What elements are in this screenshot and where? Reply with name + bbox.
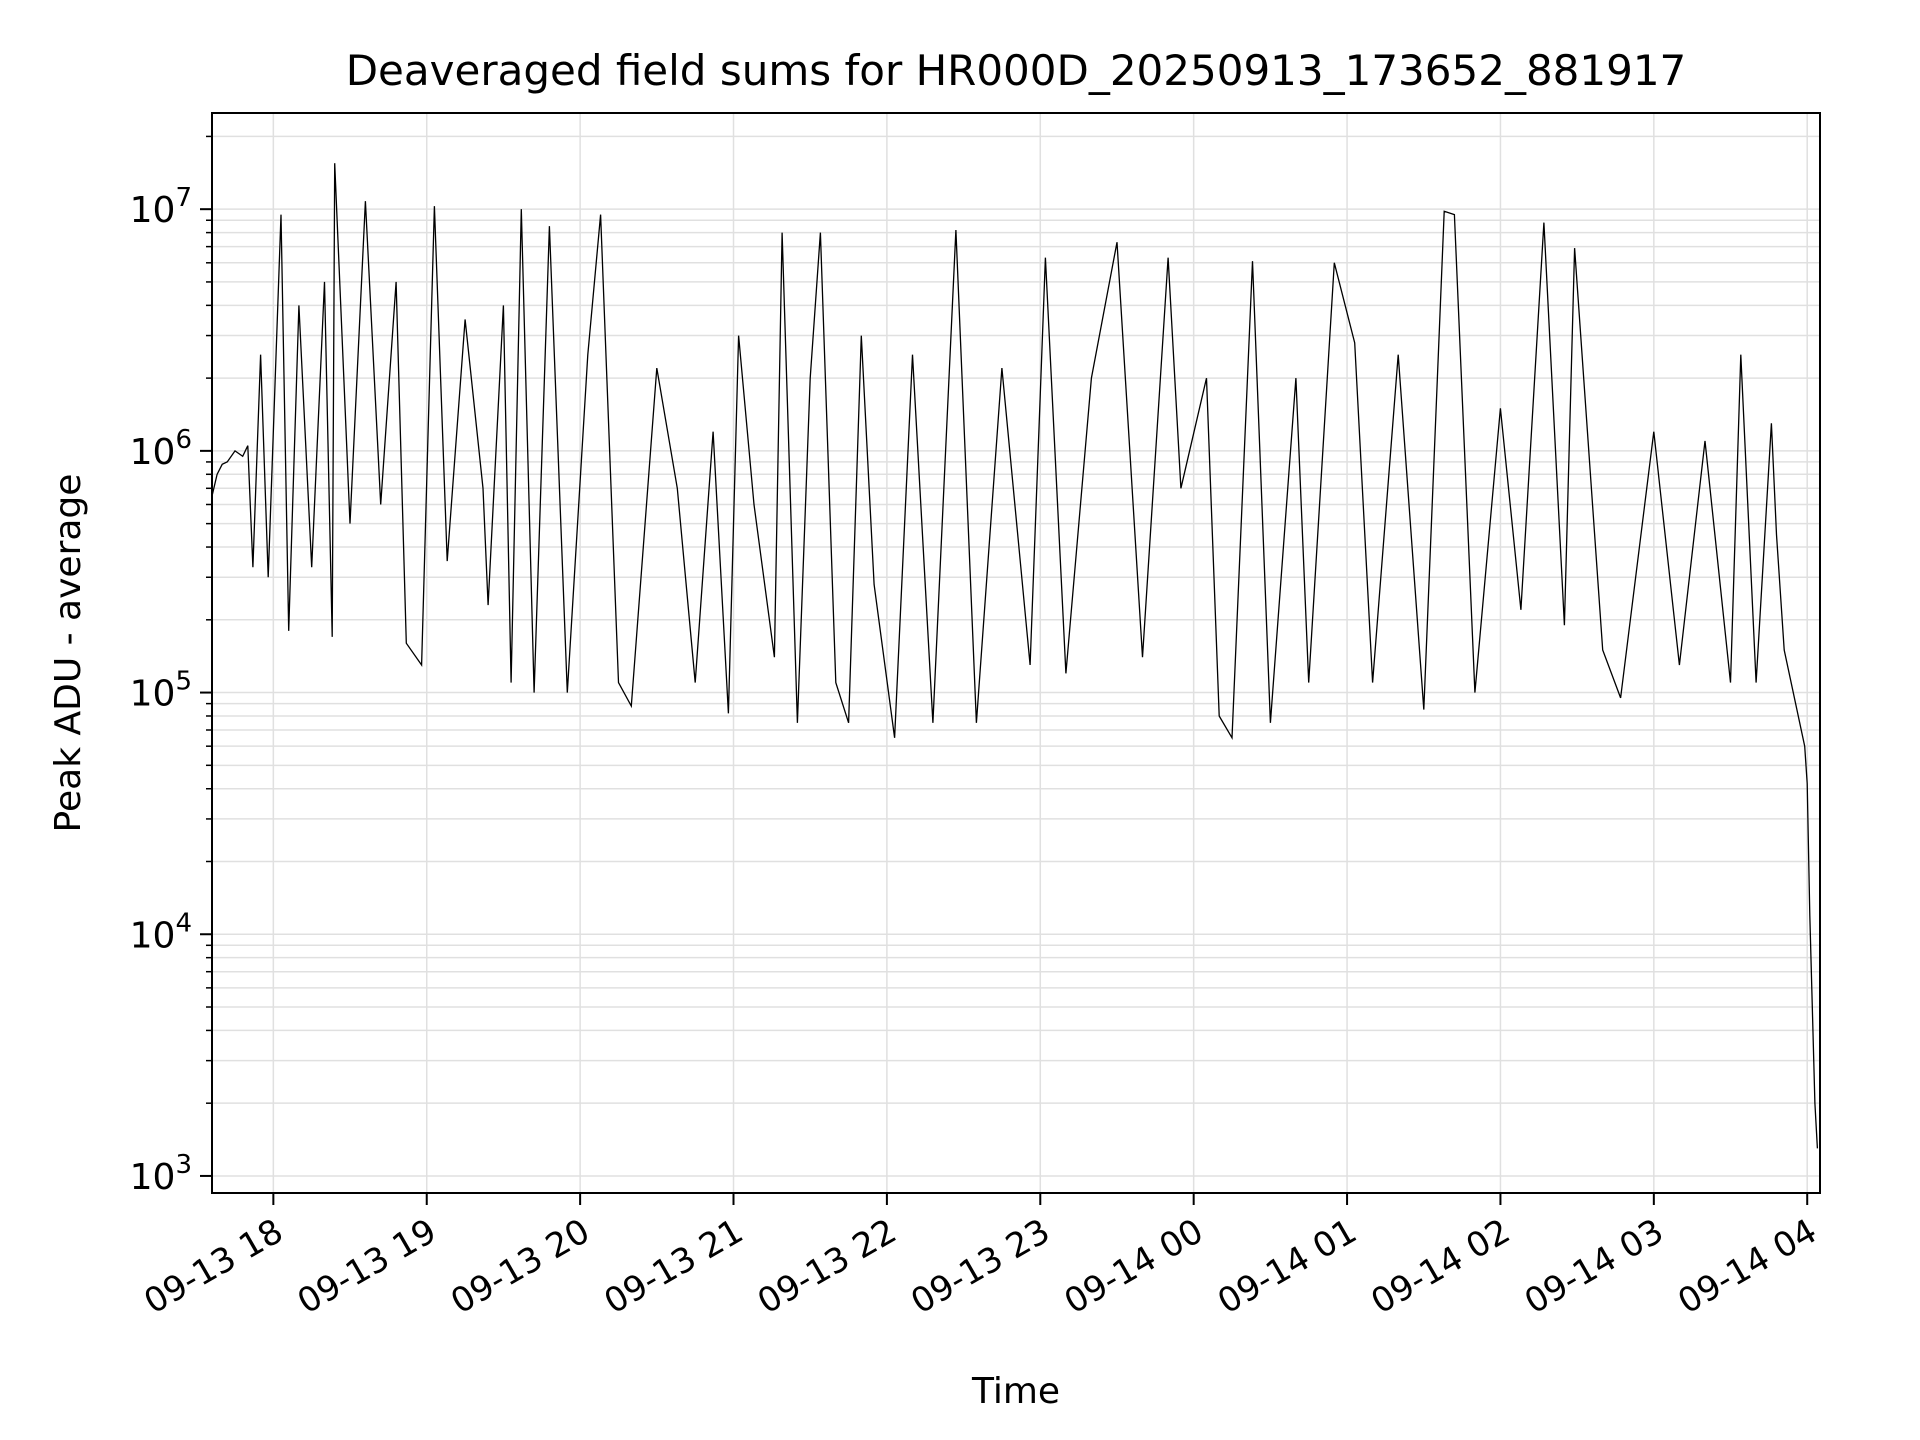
axes-frame xyxy=(211,112,1821,1194)
y-tick-base: 10 xyxy=(130,915,176,956)
y-tick-exponent: 4 xyxy=(175,908,192,938)
y-tick-label: 105 xyxy=(130,667,192,715)
data-series-line xyxy=(211,163,1819,1149)
chart-title: Deaveraged field sums for HR000D_2025091… xyxy=(346,46,1687,95)
y-tick-base: 10 xyxy=(130,190,176,231)
y-tick-label: 104 xyxy=(130,908,192,956)
y-tick-exponent: 6 xyxy=(175,425,192,455)
y-tick-base: 10 xyxy=(130,1157,176,1198)
y-tick-base: 10 xyxy=(130,432,176,473)
y-tick-label: 107 xyxy=(130,183,192,231)
plot-area xyxy=(211,163,1819,1149)
y-tick-exponent: 7 xyxy=(175,183,192,213)
y-tick-base: 10 xyxy=(130,674,176,715)
y-tick-label: 103 xyxy=(130,1150,192,1198)
y-axis-label: Peak ADU - average xyxy=(48,474,89,833)
y-tick-exponent: 3 xyxy=(175,1150,192,1180)
x-axis-label: Time xyxy=(971,1371,1060,1412)
grid xyxy=(212,113,1820,1193)
y-tick-exponent: 5 xyxy=(175,667,192,697)
y-tick-label: 106 xyxy=(130,425,192,473)
